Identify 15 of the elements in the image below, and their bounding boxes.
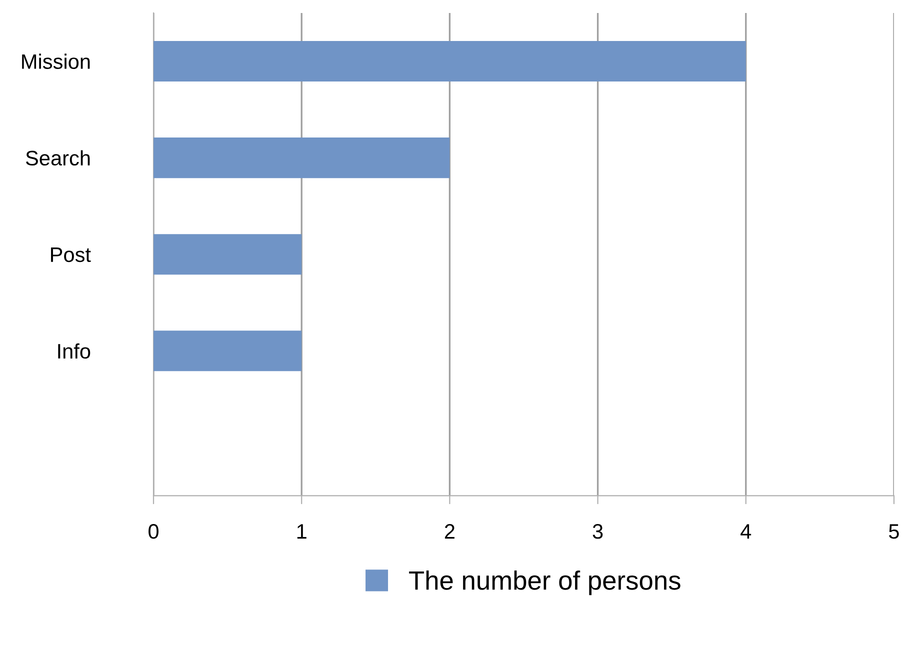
x-tick-label: 1	[297, 524, 306, 539]
legend-label: The number of persons	[409, 570, 680, 596]
y-tick-label: Info	[58, 343, 90, 359]
x-tick-label: 5	[889, 524, 899, 539]
bar	[154, 40, 746, 82]
y-tick-label: Post	[51, 248, 91, 262]
y-tick-label: Mission	[22, 54, 90, 69]
x-tick-label: 3	[592, 524, 603, 539]
y-tick-label: Search	[26, 150, 90, 166]
x-tick-label: 2	[444, 524, 454, 539]
x-tick-label: 4	[740, 524, 752, 539]
bar	[154, 234, 302, 275]
bar	[154, 330, 302, 372]
x-tick-label: 0	[148, 524, 158, 539]
bar	[154, 138, 450, 178]
